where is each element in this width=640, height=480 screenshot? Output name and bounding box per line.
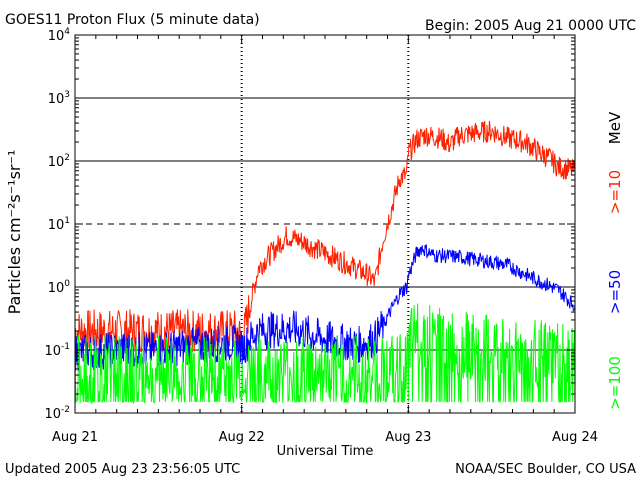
credit: NOAA/SEC Boulder, CO USA <box>455 462 636 477</box>
y-tick-label: 10-2 <box>44 405 70 422</box>
y-tick-label: 104 <box>48 27 71 44</box>
legend-label: MeV <box>606 111 624 144</box>
legend-label: >=50 <box>606 270 624 314</box>
data-series <box>74 120 576 405</box>
chart-title: GOES11 Proton Flux (5 minute data) <box>5 12 260 28</box>
y-tick-label: 101 <box>48 216 70 233</box>
x-axis-label: Universal Time <box>277 444 374 459</box>
x-tick-label: Aug 23 <box>385 430 431 445</box>
legend-label: >=100 <box>606 356 624 410</box>
y-tick-label: 102 <box>48 153 70 170</box>
gridlines <box>75 97 575 351</box>
energy-legend: MeV >=10 >=50 >=100 <box>606 111 624 410</box>
begin-time: Begin: 2005 Aug 21 0000 UTC <box>425 18 636 34</box>
y-axis-ticks: 10-2 10-1 100 101 102 103 104 <box>44 27 575 422</box>
updated-time: Updated 2005 Aug 23 23:56:05 UTC <box>5 462 240 477</box>
x-axis-ticks: Aug 21 Aug 22 Aug 23 Aug 24 <box>52 35 598 445</box>
series-line <box>74 120 576 358</box>
x-tick-label: Aug 21 <box>52 430 98 445</box>
y-tick-label: 100 <box>48 279 71 296</box>
series-line <box>74 303 576 405</box>
y-tick-label: 103 <box>48 90 70 107</box>
y-tick-label: 10-1 <box>44 342 70 359</box>
x-tick-label: Aug 22 <box>219 430 265 445</box>
x-tick-label: Aug 24 <box>552 430 598 445</box>
legend-label: >=10 <box>606 170 624 214</box>
y-axis-label: Particles cm⁻²s⁻¹sr⁻¹ <box>5 150 24 315</box>
